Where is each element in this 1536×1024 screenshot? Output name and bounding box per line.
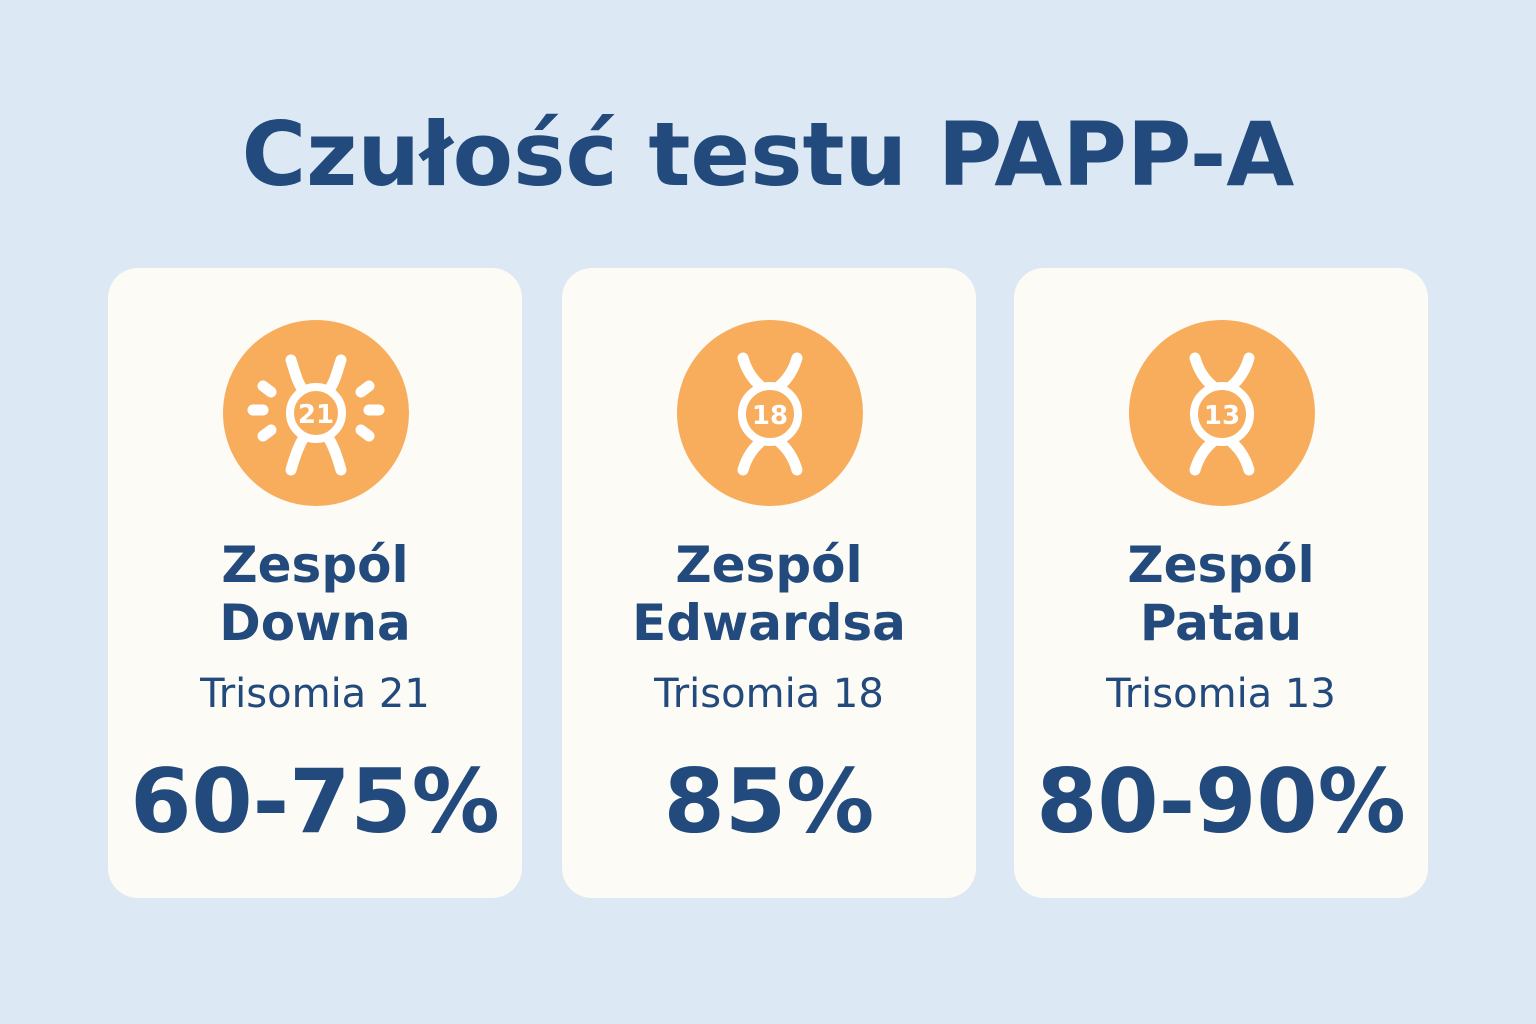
card-title-line1: Zespól (675, 536, 863, 594)
page-title: Czułość testu PAPP-A (241, 103, 1295, 206)
card-subtitle: Trisomia 21 (200, 671, 430, 717)
icon-number: 21 (298, 400, 334, 430)
icon-number: 13 (1204, 401, 1240, 431)
card-title: Zespól Downa (108, 536, 522, 652)
card-title-line2: Downa (219, 594, 411, 652)
cards-container: 21 Zespól Downa Trisomia 21 60-75% 18 (108, 268, 1428, 898)
card-subtitle: Trisomia 13 (1106, 671, 1336, 717)
card-down-syndrome: 21 Zespól Downa Trisomia 21 60-75% (108, 268, 522, 898)
card-title-line2: Patau (1139, 594, 1303, 652)
chromosome-13-icon: 13 (1129, 320, 1315, 506)
icon-number: 18 (752, 401, 788, 431)
card-title-line1: Zespól (1127, 536, 1315, 594)
chromosome-18-icon: 18 (677, 320, 863, 506)
card-title-line2: Edwardsa (632, 594, 906, 652)
card-percent: 85% (663, 750, 875, 853)
card-edwards-syndrome: 18 Zespól Edwardsa Trisomia 18 85% (562, 268, 976, 898)
card-percent: 80-90% (1036, 750, 1406, 853)
card-title: Zespól Edwardsa (562, 536, 976, 652)
card-subtitle: Trisomia 18 (654, 671, 884, 717)
card-title: Zespól Patau (1014, 536, 1428, 652)
card-title-line1: Zespól (221, 536, 409, 594)
card-percent: 60-75% (130, 750, 500, 853)
chromosome-21-icon: 21 (223, 320, 409, 506)
card-patau-syndrome: 13 Zespól Patau Trisomia 13 80-90% (1014, 268, 1428, 898)
